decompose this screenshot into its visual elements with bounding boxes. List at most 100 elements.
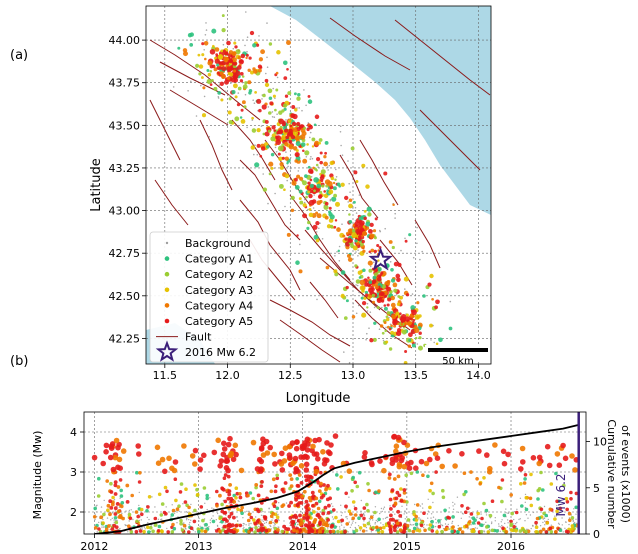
timeline-event-a4 [567,511,572,516]
event-dot-a2 [242,84,248,90]
timeline-event-a5 [309,527,313,531]
timeline-event-a5 [192,519,197,524]
timeline-event-a5 [172,459,179,465]
timeline-event-a4 [297,473,302,477]
event-dot-a2 [385,315,389,319]
background-event [305,156,308,158]
timeline-left-tick-label: 2 [70,506,77,519]
event-dot-a4 [372,283,375,287]
timeline-event-a5 [514,510,519,515]
timeline-event-a5 [321,511,326,516]
timeline-event-a5 [293,470,297,475]
timeline-event-a5 [192,447,199,454]
timeline-event-a1 [295,477,300,481]
event-dot-a1 [331,196,337,202]
event-dot-a4 [260,49,266,55]
timeline-event-a5 [263,438,270,445]
timeline-background-event [118,506,121,508]
background-event [348,361,351,364]
timeline-event-a5 [135,443,141,449]
timeline-background-event [352,514,354,516]
timeline-event-a4 [568,518,572,523]
timeline-event-a5 [330,523,335,528]
timeline-background-event [365,526,368,529]
timeline-background-event [389,505,391,507]
timeline-event-a5 [234,523,239,528]
timeline-background-event [491,521,493,523]
event-dot-a4 [253,69,258,74]
timeline-event-a5 [260,480,264,484]
timeline-event-a5 [505,451,511,458]
timeline-event-a5 [574,491,579,496]
timeline-background-event [151,496,153,498]
timeline-event-a4 [320,526,325,531]
event-dot-a5 [354,220,360,227]
timeline-background-event [575,518,577,520]
timeline-event-a1 [275,506,280,511]
event-dot-a4 [390,324,393,328]
timeline-event-a5 [476,448,482,454]
timeline-event-a3 [184,487,188,492]
timeline-event-a4 [138,471,142,475]
timeline-background-event [270,525,272,528]
timeline-event-a4 [423,460,430,467]
event-dot-a2 [235,49,241,55]
event-dot-a3 [330,176,335,181]
timeline-background-event [197,514,199,517]
timeline-background-event [444,523,447,525]
event-dot-a2 [281,109,285,113]
timeline-background-event [532,511,535,514]
event-dot-a5 [307,181,311,185]
event-dot-a2 [354,264,358,268]
event-dot-a4 [408,321,413,325]
timeline-background-event [260,514,263,516]
timeline-event-a5 [408,459,414,466]
timeline-event-a4 [351,516,356,521]
timeline-event-a4 [310,443,316,450]
event-dot-a5 [236,102,241,107]
event-dot-a5 [323,190,327,193]
timeline-background-event [368,520,370,522]
timeline-background-event [544,520,546,522]
timeline-x-ticks: 2012 2013 2014 2015 2016 [80,534,525,553]
background-event [312,207,315,209]
background-event [275,151,278,153]
timeline-background [84,412,586,534]
timeline-background-event [166,527,168,530]
timeline-background-event [542,521,544,524]
timeline-event-a5 [274,484,278,489]
background-event [309,158,312,160]
timeline-background-event [448,507,450,509]
timeline-event-a2 [251,496,255,501]
timeline-background-event [354,522,357,524]
event-dot-a1 [217,91,222,95]
background-event [412,256,415,259]
timeline-event-a1 [554,471,558,476]
event-dot-a3 [329,160,334,166]
timeline-event-a5 [287,455,293,461]
timeline-event-a1 [172,526,177,531]
timeline-background-event [190,519,192,521]
timeline-event-a5 [286,527,291,532]
map-x-tick-label: 11.5 [153,369,178,382]
timeline-event-a4 [392,477,397,481]
timeline-background-event [529,514,532,516]
timeline-background-event [157,518,160,520]
timeline-background-event [248,510,250,512]
timeline-event-a3 [529,503,534,508]
event-dot-a5 [367,276,370,280]
timeline-event-a5 [304,499,309,504]
background-event [289,157,292,159]
timeline-event-a5 [113,492,118,496]
timeline-background-event [468,516,470,518]
timeline-background-event [573,521,576,524]
event-dot-a5 [226,66,232,72]
timeline-event-a5 [343,529,347,534]
map-x-axis-label: Longitude [286,391,351,406]
map-y-tick-label: 43.00 [109,205,141,218]
timeline-background-event [363,520,365,522]
timeline-event-a5 [303,467,310,473]
timeline-background-event [198,520,200,522]
background-event [355,212,358,214]
